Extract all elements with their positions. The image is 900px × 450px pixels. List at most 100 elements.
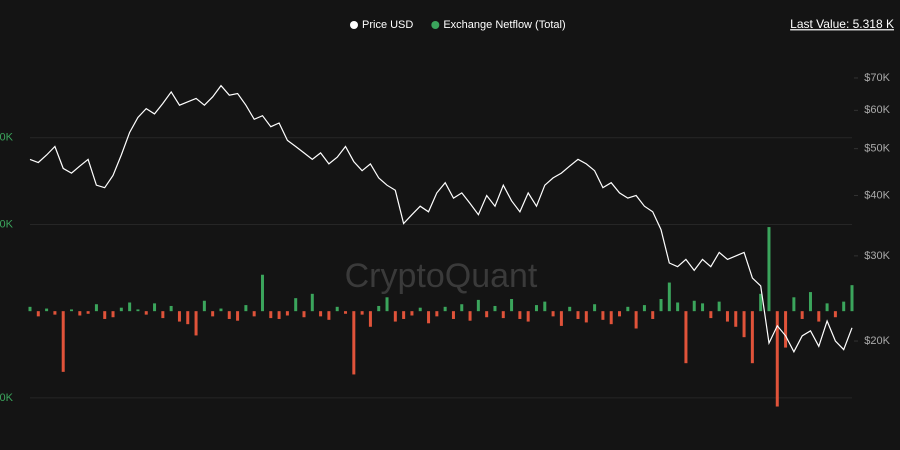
bar	[344, 311, 348, 314]
bar	[485, 311, 489, 318]
bar	[850, 285, 854, 312]
bar	[609, 311, 613, 325]
bar	[759, 293, 763, 312]
y-tick-label: -10K	[0, 392, 14, 404]
bar	[352, 311, 356, 375]
bar	[510, 299, 514, 312]
y2-tick-label: $50K	[864, 143, 890, 155]
y2-tick-label: $70K	[864, 72, 890, 84]
last-value[interactable]: Last Value: 5.318 K	[790, 17, 894, 31]
bar	[618, 311, 622, 317]
bar	[177, 311, 181, 322]
bar	[601, 311, 605, 320]
bar	[593, 304, 597, 312]
y-tick-label: 10K	[0, 218, 14, 230]
bar	[576, 311, 580, 319]
bar	[701, 303, 705, 312]
bar	[784, 311, 788, 348]
y2-tick-label: $20K	[864, 335, 890, 347]
bar	[651, 311, 655, 319]
y2-tick-label: $40K	[864, 189, 890, 201]
bar	[709, 311, 713, 319]
bar	[277, 311, 281, 319]
bar	[161, 311, 165, 319]
bar	[568, 306, 572, 312]
bar	[684, 311, 688, 364]
bar	[153, 303, 157, 312]
bar	[294, 298, 298, 312]
bar	[78, 311, 82, 316]
bar	[94, 304, 98, 312]
bar	[327, 311, 331, 320]
watermark: CryptoQuant	[345, 257, 538, 295]
bar	[236, 311, 240, 321]
bar	[418, 307, 422, 312]
legend-dot	[350, 21, 358, 29]
bar	[252, 311, 256, 317]
bar	[559, 311, 563, 326]
bar	[642, 305, 646, 312]
bar	[219, 308, 223, 312]
bar	[410, 311, 414, 316]
bar	[725, 311, 729, 322]
bar	[402, 311, 406, 319]
bar	[460, 304, 464, 312]
bar	[260, 274, 264, 312]
bar	[584, 311, 588, 323]
bar	[335, 306, 339, 312]
bar	[543, 301, 547, 312]
bar	[808, 292, 812, 312]
bar	[194, 311, 198, 336]
bar	[817, 311, 821, 322]
y-tick-label: 20K	[0, 132, 14, 144]
bar	[385, 297, 389, 312]
bar	[767, 227, 771, 312]
bar	[526, 311, 530, 322]
bar	[144, 311, 148, 315]
bar	[742, 311, 746, 338]
bar	[800, 311, 804, 319]
bar	[119, 307, 123, 312]
bar	[360, 311, 364, 315]
bar	[377, 305, 381, 312]
legend-label: Price USD	[362, 19, 413, 31]
bar	[45, 308, 49, 312]
bar	[551, 311, 555, 317]
bar	[667, 282, 671, 312]
bar	[310, 293, 314, 312]
bar	[302, 311, 306, 318]
bar	[451, 311, 455, 319]
bar	[319, 311, 323, 317]
bar	[269, 311, 273, 319]
legend-dot	[431, 21, 440, 29]
bar	[427, 311, 431, 324]
legend: Price USD Exchange Netflow (Total)	[350, 19, 566, 31]
bar	[211, 311, 215, 317]
bar	[443, 306, 447, 312]
bar	[128, 302, 132, 312]
bar	[86, 311, 90, 314]
bar	[501, 311, 505, 319]
bar	[368, 311, 372, 327]
bar	[244, 305, 248, 312]
bar	[518, 311, 522, 319]
y2-tick-label: $60K	[864, 104, 890, 116]
legend-label: Exchange Netflow (Total)	[443, 19, 565, 31]
bar	[692, 300, 696, 312]
bar	[825, 303, 829, 312]
bar	[775, 311, 779, 407]
price-line	[29, 84, 853, 354]
bar	[169, 305, 173, 312]
bar	[833, 311, 837, 318]
bar	[435, 311, 439, 317]
bar	[393, 311, 397, 322]
bar	[70, 309, 74, 312]
bar	[285, 311, 289, 316]
bar	[792, 297, 796, 312]
bar	[476, 299, 480, 312]
bar	[103, 311, 107, 319]
bar	[717, 301, 721, 312]
bar	[626, 306, 630, 312]
